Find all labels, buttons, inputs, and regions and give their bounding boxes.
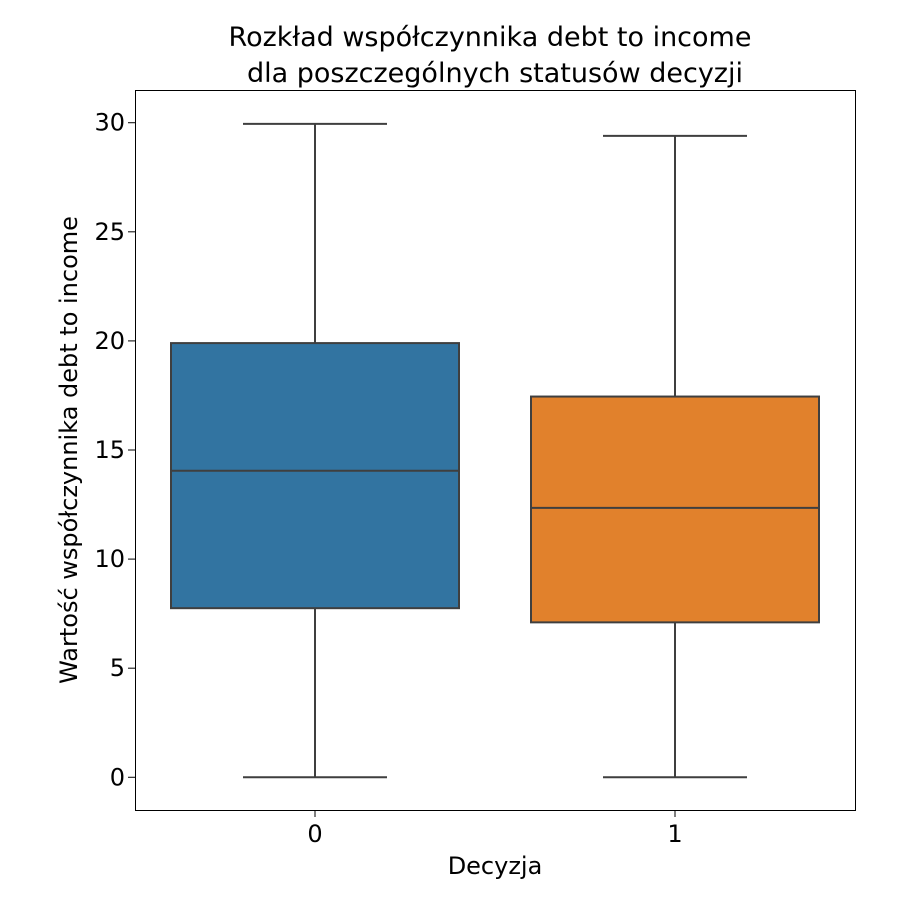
plot-area: 0 5 10 15 20 25 30 0 1	[94, 109, 820, 848]
y-tick-label: 15	[94, 436, 125, 464]
y-axis-label: Wartość współczynnika debt to income	[55, 216, 83, 684]
x-tick-label: 1	[667, 820, 682, 848]
y-tick-label: 30	[94, 109, 125, 137]
box-iqr-1	[530, 395, 820, 624]
box-iqr-0	[170, 342, 460, 610]
chart-title-line-2: dla poszczególnych statusów decyzji	[247, 58, 743, 89]
x-tick-label: 0	[307, 820, 322, 848]
chart-title-line-1: Rozkład współczynnika debt to income	[229, 22, 752, 53]
y-tick-label: 10	[94, 545, 125, 573]
y-tick-label: 5	[110, 654, 125, 682]
y-tick-label: 0	[110, 763, 125, 791]
y-tick-label: 25	[94, 218, 125, 246]
y-tick-label: 20	[94, 327, 125, 355]
plot-frame	[135, 90, 856, 811]
x-axis-label: Decyzja	[448, 852, 543, 880]
